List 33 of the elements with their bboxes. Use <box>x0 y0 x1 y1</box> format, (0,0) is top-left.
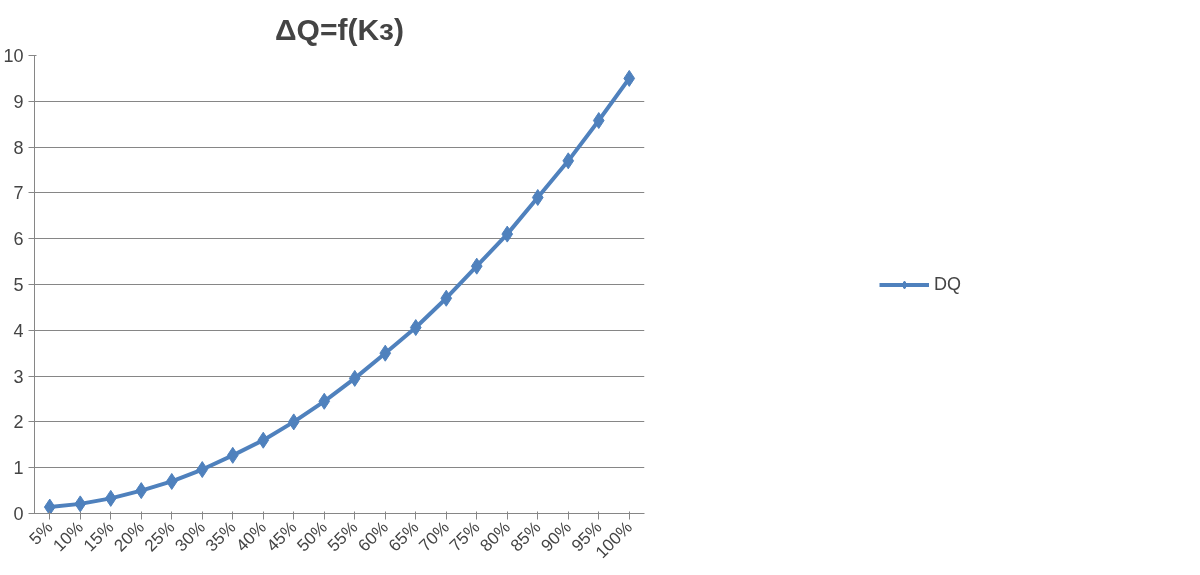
point <box>196 461 209 479</box>
y-tick-label: 10 <box>3 46 24 66</box>
point <box>165 472 178 490</box>
point <box>440 289 453 307</box>
y-tick-label: 4 <box>13 320 24 341</box>
point <box>562 152 575 170</box>
point <box>287 413 300 431</box>
point <box>470 257 483 275</box>
y-tick-label: 8 <box>13 137 24 158</box>
y-tick-label: 2 <box>13 412 24 433</box>
point <box>623 69 636 87</box>
point <box>409 319 422 337</box>
y-tick-label: 9 <box>13 91 24 112</box>
point <box>348 369 361 387</box>
point <box>226 446 239 464</box>
point <box>531 188 544 206</box>
point <box>257 431 270 449</box>
point <box>318 392 331 410</box>
chart-title: ΔQ=f(Kз) <box>275 12 404 46</box>
y-tick-label: 5 <box>13 275 24 295</box>
point <box>104 489 117 507</box>
point <box>43 498 56 514</box>
point <box>379 344 392 362</box>
y-tick-label: 0 <box>13 504 24 524</box>
point <box>74 495 87 513</box>
y-tick-label: 6 <box>13 229 24 250</box>
legend-label: DQ <box>934 273 961 295</box>
point <box>135 482 148 500</box>
y-tick-label: 7 <box>13 183 24 204</box>
point <box>592 112 605 130</box>
y-tick-label: 3 <box>13 366 24 387</box>
point <box>501 225 514 243</box>
y-tick-label: 1 <box>13 458 24 479</box>
